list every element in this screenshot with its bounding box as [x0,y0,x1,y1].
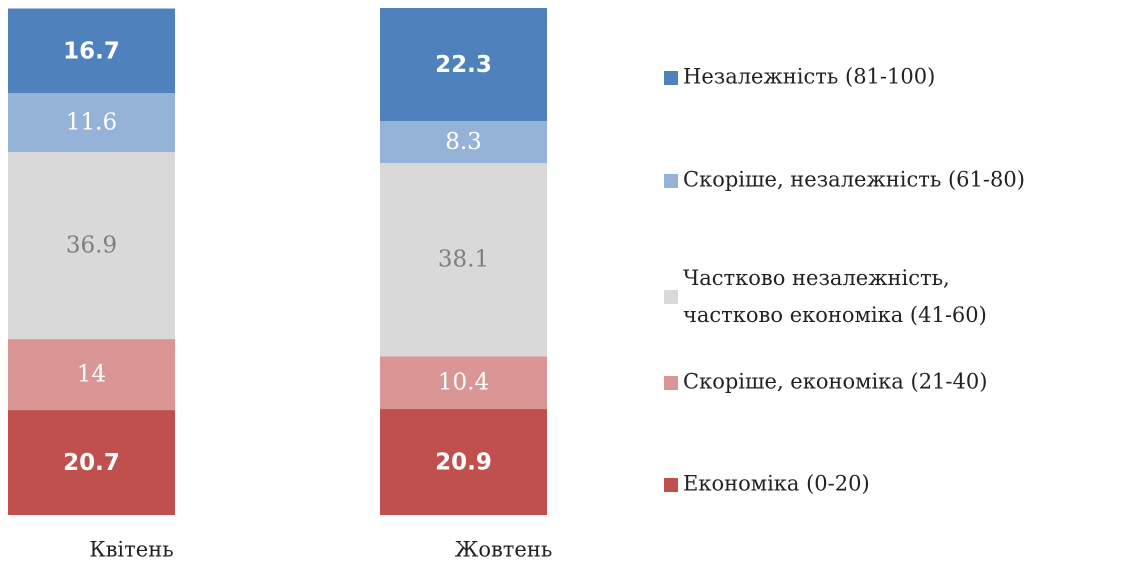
bar-segment [380,356,547,410]
legend-label: Частково незалежність, частково економік… [683,266,987,327]
bar-segment [380,163,547,357]
legend-label: Економіка (0-20) [683,472,870,496]
bar-segment [8,93,175,152]
data-label: 22.3 [435,52,492,78]
bar-segment [8,151,175,340]
data-label: 38.1 [438,247,489,273]
data-label: 20.7 [63,450,120,476]
bar-segment [380,121,547,164]
data-label: 8.3 [445,129,482,155]
legend-swatch [664,376,678,390]
x-tick-label: Жовтень [455,538,553,562]
bar-segment [8,339,175,411]
legend-swatch [664,478,678,492]
bar-segment [380,409,547,515]
legend-label: Незалежність (81-100) [683,65,935,89]
data-label: 10.4 [438,370,489,396]
legend-swatch [664,290,678,304]
bar-segment [8,410,175,515]
legend-label: Скоріше, економіка (21-40) [683,370,987,394]
legend-swatch [664,71,678,85]
bar-segment [8,8,175,94]
data-label: 20.9 [435,450,492,476]
data-label: 14 [77,362,106,388]
legend-line: частково економіка (41-60) [683,303,987,327]
legend-label: Скоріше, незалежність (61-80) [683,168,1025,192]
data-label: 36.9 [66,233,117,259]
x-tick-label: Квітень [89,538,173,562]
legend-line: Частково незалежність, [683,266,956,290]
legend-swatch [664,174,678,188]
bar-segment [380,8,547,122]
data-label: 16.7 [63,38,120,64]
data-label: 11.6 [66,110,117,136]
